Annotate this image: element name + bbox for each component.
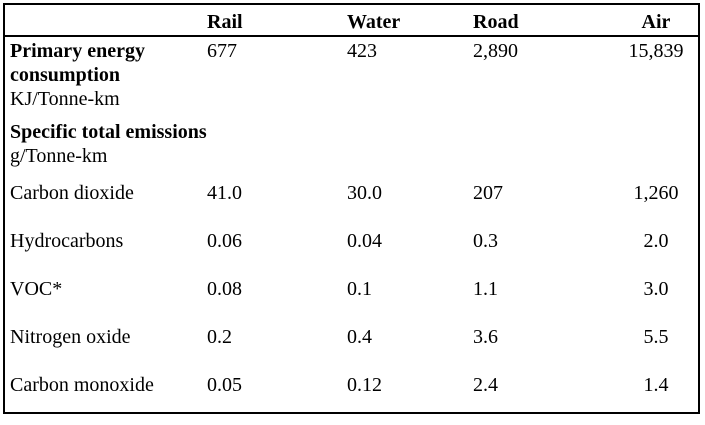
cell-carbon-monoxide-air: 1.4 [643, 374, 669, 396]
cell-nitrogen-oxide-rail: 0.2 [207, 326, 232, 348]
cell-primary-energy-road: 2,890 [473, 40, 518, 62]
cell-primary-energy-air: 15,839 [628, 40, 684, 62]
cell-primary-energy-rail: 677 [207, 40, 237, 62]
table-row-carbon-monoxide: Carbon monoxide 0.05 0.12 2.4 1.4 [5, 364, 698, 412]
row-label-nitrogen-oxide: Nitrogen oxide [10, 326, 131, 348]
column-header-air: Air [641, 11, 671, 33]
column-header-water: Water [347, 11, 401, 33]
table-row-nitrogen-oxide: Nitrogen oxide 0.2 0.4 3.6 5.5 [5, 316, 698, 364]
cell-carbon-dioxide-water: 30.0 [347, 182, 382, 204]
row-label-carbon-dioxide: Carbon dioxide [10, 182, 134, 204]
row-label-primary-energy: Primary energy consumption KJ/Tonne-km [5, 39, 202, 115]
cell-carbon-monoxide-rail: 0.05 [207, 374, 242, 396]
cell-hydrocarbons-rail: 0.06 [207, 230, 242, 252]
row-label-voc: VOC* [10, 278, 63, 300]
cell-hydrocarbons-water: 0.04 [347, 230, 382, 252]
table-header-row: Rail Water Road Air [5, 5, 698, 37]
column-header-blank [5, 34, 202, 35]
table-row-primary-energy: Primary energy consumption KJ/Tonne-km 6… [5, 37, 698, 115]
section-subtitle: g/Tonne-km [10, 145, 108, 167]
cell-voc-road: 1.1 [473, 278, 498, 300]
section-title: Specific total emissions [10, 121, 207, 143]
table-row-hydrocarbons: Hydrocarbons 0.06 0.04 0.3 2.0 [5, 220, 698, 268]
row-label-unit-text: KJ/Tonne-km [10, 88, 120, 110]
row-label-hydrocarbons: Hydrocarbons [10, 230, 124, 252]
cell-carbon-dioxide-road: 207 [473, 182, 503, 204]
cell-carbon-dioxide-air: 1,260 [633, 182, 679, 204]
cell-hydrocarbons-road: 0.3 [473, 230, 498, 252]
table-row-carbon-dioxide: Carbon dioxide 41.0 30.0 207 1,260 [5, 172, 698, 220]
cell-nitrogen-oxide-road: 3.6 [473, 326, 498, 348]
cell-voc-water: 0.1 [347, 278, 372, 300]
cell-carbon-monoxide-road: 2.4 [473, 374, 498, 396]
table-row-section-emissions: Specific total emissions g/Tonne-km [5, 115, 698, 172]
column-header-rail: Rail [207, 11, 243, 33]
cell-nitrogen-oxide-air: 5.5 [643, 326, 669, 348]
row-label-carbon-monoxide: Carbon monoxide [10, 374, 154, 396]
cell-carbon-dioxide-rail: 41.0 [207, 182, 242, 204]
row-label-bold-text: Primary energy consumption [10, 40, 145, 86]
column-header-road: Road [473, 11, 519, 33]
cell-voc-rail: 0.08 [207, 278, 242, 300]
table-row-voc: VOC* 0.08 0.1 1.1 3.0 [5, 268, 698, 316]
cell-primary-energy-water: 423 [347, 40, 377, 62]
cell-voc-air: 3.0 [643, 278, 669, 300]
cell-nitrogen-oxide-water: 0.4 [347, 326, 372, 348]
transport-emissions-table: Rail Water Road Air Primary energy consu… [3, 3, 700, 414]
cell-carbon-monoxide-water: 0.12 [347, 374, 382, 396]
section-header: Specific total emissions g/Tonne-km [5, 120, 698, 172]
cell-hydrocarbons-air: 2.0 [643, 230, 669, 252]
